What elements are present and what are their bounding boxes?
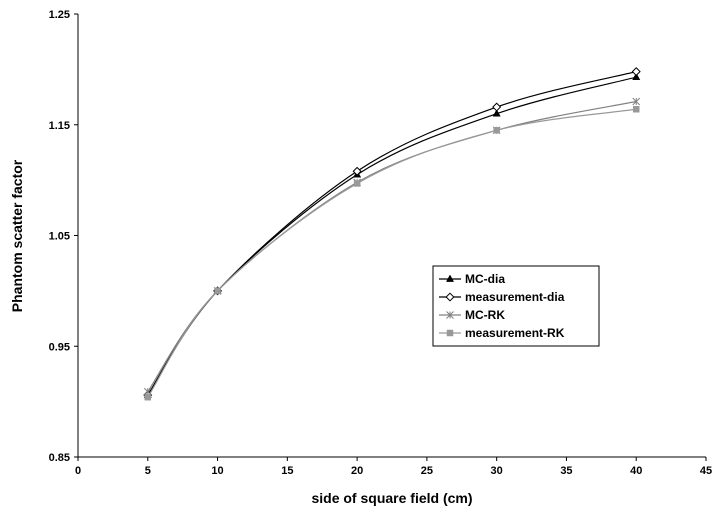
y-tick-label: 0.95 [49, 341, 70, 353]
x-tick-label: 30 [491, 465, 503, 477]
data-point [352, 166, 362, 176]
legend-item: MC-RK [439, 308, 505, 322]
series-MC-dia [143, 72, 641, 398]
data-point [632, 72, 641, 80]
y-tick-label: 1.05 [49, 231, 70, 243]
x-tick-label: 45 [700, 465, 712, 477]
data-point [353, 180, 361, 187]
data-point [492, 102, 502, 112]
legend-marker [445, 274, 455, 282]
legend: MC-dia measurement-dia MC-RK measurement-RK [432, 265, 600, 347]
series-line [147, 76, 637, 396]
legend-marker [445, 292, 455, 302]
x-tick-label: 25 [421, 465, 433, 477]
data-point [632, 105, 640, 113]
x-tick-label: 15 [281, 465, 293, 477]
series-line [147, 100, 637, 392]
data-point [214, 287, 221, 295]
data-point [144, 393, 152, 401]
x-tick-label: 40 [630, 465, 642, 477]
x-tick-label: 35 [560, 465, 572, 477]
data-point [492, 109, 501, 117]
legend-label: MC-dia [465, 272, 505, 286]
y-axis-title: Phantom scatter factor [9, 159, 25, 312]
legend-label: MC-RK [465, 308, 505, 322]
axes: 0 5 10 15 20 25 30 35 40 45 0.85 0.95 1.05 1.15 1.25 [49, 9, 713, 477]
data-point [631, 67, 641, 77]
x-tick-label: 5 [145, 465, 151, 477]
x-tick-label: 20 [351, 465, 363, 477]
x-tick-label: 10 [211, 465, 223, 477]
y-tick-label: 1.15 [49, 120, 70, 132]
legend-item: measurement-RK [439, 326, 565, 340]
series-MC-RK [143, 97, 641, 396]
legend-item: MC-dia [439, 272, 505, 286]
y-tick-label: 0.85 [49, 452, 70, 464]
series-measurement-RK [144, 105, 640, 401]
data-point [632, 97, 641, 106]
x-tick-label: 0 [75, 465, 81, 477]
legend-label: measurement-RK [465, 326, 565, 340]
x-axis-title: side of square field (cm) [311, 490, 472, 506]
legend-item: measurement-dia [439, 290, 565, 304]
y-tick-label: 1.25 [49, 9, 70, 21]
series-layer [143, 67, 641, 401]
data-point [493, 127, 500, 134]
legend-marker [446, 329, 454, 337]
series-line [147, 108, 637, 398]
legend-label: measurement-dia [465, 290, 565, 304]
legend-marker [446, 311, 454, 319]
